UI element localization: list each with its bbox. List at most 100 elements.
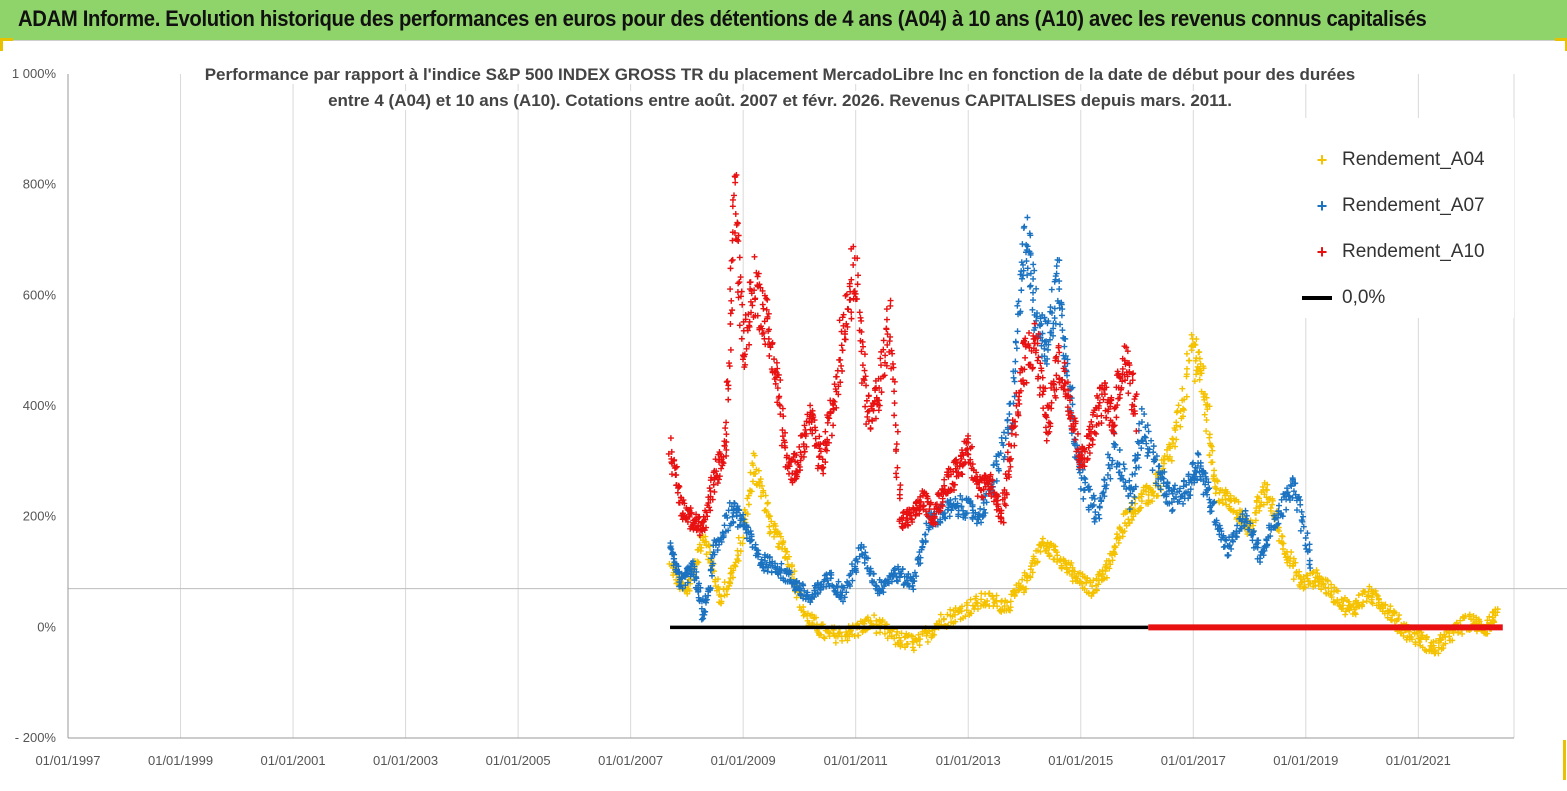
data-point-a07 <box>766 554 773 561</box>
data-point-a04 <box>1188 347 1195 354</box>
data-point-a10 <box>842 292 849 299</box>
data-point-a10 <box>727 265 734 272</box>
data-point-a04 <box>1301 584 1308 591</box>
data-point-a10 <box>728 257 735 264</box>
data-point-a07 <box>1138 445 1145 452</box>
data-point-a04 <box>1235 498 1242 505</box>
x-tick-label: 01/01/1999 <box>148 753 213 768</box>
data-point-a07 <box>942 515 949 522</box>
chart-title: Performance par rapport à l'indice S&P 5… <box>165 62 1395 114</box>
data-point-a07 <box>700 615 707 622</box>
data-point-a04 <box>1408 636 1415 643</box>
data-point-a04 <box>1148 489 1155 496</box>
data-point-a07 <box>1279 513 1286 520</box>
data-point-a04 <box>962 613 969 620</box>
data-point-a07 <box>1292 491 1299 498</box>
data-point-a07 <box>1193 469 1200 476</box>
data-point-a04 <box>757 476 764 483</box>
data-point-a07 <box>898 570 905 577</box>
data-point-a07 <box>1275 502 1282 509</box>
data-point-a10 <box>820 470 827 477</box>
data-point-a07 <box>787 569 794 576</box>
data-point-a10 <box>696 532 703 539</box>
data-point-a04 <box>1320 581 1327 588</box>
data-point-a07 <box>1001 453 1008 460</box>
data-point-a04 <box>862 617 869 624</box>
data-point-a04 <box>909 644 916 651</box>
data-point-a04 <box>749 460 756 467</box>
data-point-a07 <box>1185 495 1192 502</box>
data-point-a04 <box>893 631 900 638</box>
data-point-a10 <box>736 279 743 286</box>
data-point-a07 <box>995 467 1002 474</box>
data-point-a04 <box>715 584 722 591</box>
data-point-a10 <box>706 485 713 492</box>
data-point-a07 <box>946 513 953 520</box>
data-point-a04 <box>836 629 843 636</box>
data-point-a10 <box>747 279 754 286</box>
data-point-a04 <box>1336 602 1343 609</box>
data-point-a04 <box>1384 614 1391 621</box>
data-point-a04 <box>696 541 703 548</box>
data-point-a04 <box>1200 365 1207 372</box>
data-point-a07 <box>1095 511 1102 518</box>
data-point-a04 <box>1103 574 1110 581</box>
data-point-a07 <box>1241 522 1248 529</box>
data-point-a10 <box>681 500 688 507</box>
data-point-a04 <box>685 585 692 592</box>
data-point-a07 <box>1024 214 1031 221</box>
data-point-a04 <box>729 574 736 581</box>
data-point-a07 <box>710 549 717 556</box>
data-point-a04 <box>1058 565 1065 572</box>
data-point-a04 <box>1208 459 1215 466</box>
data-point-a07 <box>668 546 675 553</box>
data-point-a04 <box>1196 376 1203 383</box>
y-tick-label: - 200% <box>15 730 57 745</box>
data-point-a04 <box>1175 402 1182 409</box>
data-point-a07 <box>909 582 916 589</box>
data-point-a07 <box>1306 541 1313 548</box>
data-point-a10 <box>839 347 846 354</box>
data-point-a10 <box>674 489 681 496</box>
data-point-a10 <box>858 317 865 324</box>
data-point-a04 <box>1275 528 1282 535</box>
data-point-a10 <box>1012 431 1019 438</box>
data-point-a10 <box>830 422 837 429</box>
data-point-a07 <box>962 514 969 521</box>
data-point-a07 <box>1171 482 1178 489</box>
data-point-a07 <box>1289 494 1296 501</box>
data-point-a04 <box>964 602 971 609</box>
performance-chart: 01/01/1997 01/01/1999 01/01/2001 01/01/2003… <box>12 66 1567 768</box>
data-point-a07 <box>814 590 821 597</box>
data-point-a07 <box>1208 508 1215 515</box>
data-point-a10 <box>691 520 698 527</box>
data-point-a07 <box>1211 498 1218 505</box>
data-point-a04 <box>1089 590 1096 597</box>
data-point-a07 <box>1197 459 1204 466</box>
data-point-a10 <box>694 523 701 530</box>
data-point-a04 <box>985 590 992 597</box>
legend-label-zero: 0,0% <box>1342 287 1386 308</box>
data-point-a07 <box>667 544 674 551</box>
data-point-a07 <box>880 589 887 596</box>
data-point-a04 <box>886 629 893 636</box>
data-point-a07 <box>1061 343 1068 350</box>
data-point-a04 <box>1419 632 1426 639</box>
data-point-a07 <box>1118 475 1125 482</box>
legend-marker-a10: + <box>1316 241 1328 262</box>
data-point-a04 <box>1208 443 1215 450</box>
data-point-a04 <box>1180 405 1187 412</box>
data-point-a07 <box>1057 321 1064 328</box>
data-point-a07 <box>910 586 917 593</box>
data-point-a10 <box>679 510 686 517</box>
data-point-a04 <box>1457 617 1464 624</box>
data-point-a04 <box>974 605 981 612</box>
data-point-a10 <box>864 408 871 415</box>
data-point-a04 <box>1342 611 1349 618</box>
data-point-a07 <box>1163 491 1170 498</box>
data-point-a04 <box>915 631 922 638</box>
data-point-a04 <box>703 551 710 558</box>
data-point-a07 <box>1243 512 1250 519</box>
data-point-a10 <box>941 476 948 483</box>
data-point-a10 <box>726 360 733 367</box>
